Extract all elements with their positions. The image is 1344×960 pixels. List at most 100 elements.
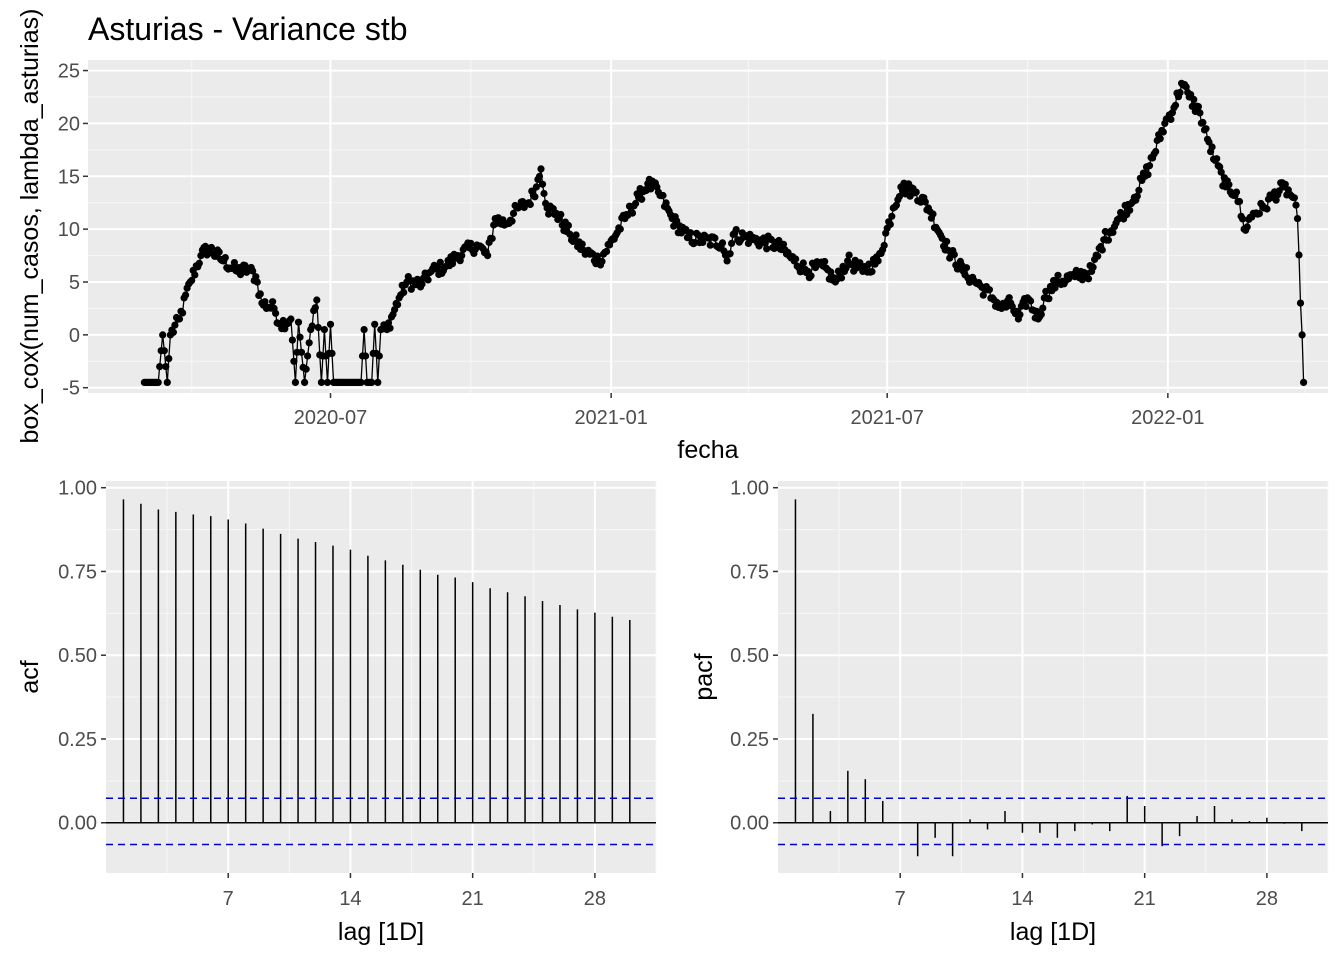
ts-data-point [1171, 101, 1180, 109]
ts-data-point [566, 230, 574, 238]
acf-x-tick-label: 21 [462, 888, 484, 910]
ts-y-tick-label: 5 [69, 272, 80, 294]
ts-data-point [837, 274, 846, 282]
ts-data-point [272, 309, 280, 317]
ts-data-point [375, 352, 383, 360]
ts-data-point [162, 363, 170, 371]
ts-data-point [912, 188, 920, 196]
ts-data-point [374, 378, 382, 386]
ts-data-point [532, 183, 541, 191]
ts-data-point [290, 357, 298, 365]
pacf-y-tick-label: 0.50 [730, 645, 769, 667]
acf-y-tick-label: 0.75 [58, 561, 97, 583]
ts-data-point [182, 291, 190, 299]
ts-data-point [526, 200, 534, 209]
ts-data-point [308, 322, 316, 330]
ts-data-point [418, 280, 426, 288]
ts-data-point [557, 210, 565, 219]
acf-y-axis-title: acf [16, 660, 44, 693]
ts-data-point [1235, 197, 1244, 206]
ts-data-point [269, 298, 277, 306]
ts-data-point [1027, 297, 1035, 305]
ts-data-point [699, 238, 707, 246]
ts-data-point [314, 323, 322, 332]
ts-x-tick-label: 2020-07 [294, 407, 367, 429]
ts-data-point [1152, 147, 1160, 156]
ts-data-point [249, 267, 257, 275]
acf-x-tick-label: 7 [223, 888, 234, 910]
ts-data-point [188, 276, 196, 285]
ts-data-point [1045, 295, 1053, 303]
ts-data-point [845, 251, 853, 259]
ts-data-point [537, 165, 545, 173]
ts-data-point [531, 193, 539, 201]
ts-x-tick-label: 2022-01 [1131, 407, 1204, 429]
ts-data-point [394, 301, 402, 309]
ts-data-point [291, 378, 299, 386]
ts-data-point [1098, 246, 1106, 254]
acf-x-axis-title: lag [1D] [338, 918, 424, 946]
ts-data-point [807, 272, 815, 280]
ts-data-point [296, 333, 304, 341]
ts-data-point [632, 199, 640, 208]
acf-plot-background [106, 481, 656, 873]
pacf-y-tick-label: 0.75 [730, 561, 769, 583]
ts-data-point [1208, 143, 1216, 151]
ts-plot-background [88, 60, 1328, 393]
ts-data-point [670, 222, 678, 230]
acf-x-tick-label: 28 [584, 888, 606, 910]
ts-data-point [1182, 83, 1190, 91]
ts-data-point [1300, 378, 1308, 386]
ts-x-tick-label: 2021-07 [851, 407, 924, 429]
time-series-panel: -5 0 5 10 15 20 25 2020-07 2021-01 2021-07 2022-01… [16, 9, 1328, 464]
ts-data-point [659, 191, 667, 200]
ts-data-point [252, 273, 260, 281]
ts-data-point [874, 257, 882, 265]
ts-data-point [868, 268, 876, 276]
ts-data-point [1281, 180, 1289, 188]
ts-data-point [1016, 311, 1024, 319]
ts-data-point [985, 286, 994, 294]
pacf-x-tick-label: 14 [1011, 888, 1033, 910]
ts-data-point [171, 321, 179, 329]
ts-data-point [1293, 215, 1302, 223]
ts-data-point [448, 260, 457, 268]
ts-data-point [718, 239, 727, 247]
ts-data-point [488, 234, 496, 243]
ts-data-point [320, 326, 328, 334]
ts-data-point [326, 320, 335, 328]
ts-data-point [827, 268, 835, 276]
ts-data-point [424, 276, 432, 284]
ts-data-point [436, 258, 444, 266]
ts-data-point [921, 198, 929, 206]
acf-y-tick-label: 1.00 [58, 478, 97, 500]
ts-data-point [163, 378, 171, 386]
ts-data-point [467, 239, 475, 247]
ts-axis-ticks: -5 0 5 10 15 20 25 2020-07 2021-01 2021-07 2022-01 [58, 61, 1205, 429]
ts-data-point [169, 328, 177, 336]
pacf-panel: 0.00 0.25 0.50 0.75 1.00 7 14 21 28 lag [1D] pac… [690, 478, 1329, 946]
acf-panel: 0.00 0.25 0.50 0.75 1.00 7 14 21 28 lag [1D] acf [16, 478, 657, 946]
ts-data-point [191, 271, 199, 279]
ts-data-point [662, 199, 670, 207]
ts-data-point [1054, 271, 1062, 279]
ts-data-point [317, 378, 325, 386]
ts-data-point [686, 229, 695, 237]
ts-data-point [1190, 95, 1198, 104]
ts-data-point [207, 243, 216, 252]
ts-data-point [1135, 186, 1143, 194]
acf-bars [106, 499, 656, 846]
acf-y-tick-label: 0.25 [58, 729, 97, 751]
ts-data-point [979, 291, 987, 299]
ts-data-point [1290, 194, 1298, 202]
ts-data-point [371, 320, 379, 328]
acf-x-tick-label: 14 [339, 888, 361, 910]
ts-data-point [723, 257, 731, 265]
ts-data-point [821, 257, 829, 266]
ts-data-point [1213, 155, 1221, 163]
ts-data-point [598, 257, 606, 265]
ts-data-point [1156, 135, 1164, 143]
ts-data-point [154, 378, 162, 386]
ts-data-point [386, 324, 394, 332]
ts-data-point [711, 234, 719, 242]
